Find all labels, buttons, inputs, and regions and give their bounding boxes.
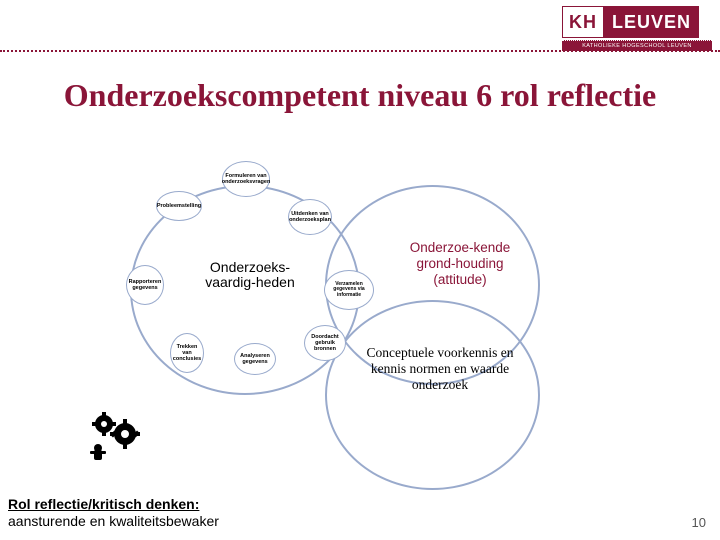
slide-number: 10 [692, 515, 706, 530]
skills-label: Onderzoeks-vaardig-heden [185, 260, 315, 291]
khleuven-logo: KH LEUVEN KATHOLIEKE HOGESCHOOL LEUVEN [562, 6, 712, 51]
node-doordacht: Doordacht gebruik bronnen [304, 325, 346, 361]
node-formuleren: Formuleren van onderzoeksvragen [222, 161, 270, 197]
caption-rest: aansturende en kwaliteitsbewaker [8, 513, 219, 529]
caption-bold: Rol reflectie/kritisch denken: [8, 496, 199, 512]
header-divider [0, 50, 720, 52]
page-title: Onderzoekscompetent niveau 6 rol reflect… [0, 78, 720, 113]
attitude-label: Onderzoe-kende grond-houding (attitude) [390, 240, 530, 289]
node-verzamelen: Verzamelen gegevens via informatie [324, 270, 374, 310]
node-trekken: Trekken van conclusies [170, 333, 204, 373]
logo-leuven: LEUVEN [604, 6, 699, 38]
gears-figure-icon [88, 410, 148, 462]
caption-reflection-role: Rol reflectie/kritisch denken: aansturen… [8, 496, 258, 530]
node-uitdenken: Uitdenken van onderzoeksplan [288, 199, 332, 235]
node-analyseren: Analyseren gegevens [234, 343, 276, 375]
logo-kh: KH [562, 6, 604, 38]
node-probleemstelling: Probleemstelling [156, 191, 202, 221]
knowledge-circle [325, 300, 540, 490]
competence-diagram: Onderzoeks-vaardig-heden Onderzoe-kende … [130, 165, 570, 445]
node-rapporteren: Rapporteren gegevens [126, 265, 164, 305]
knowledge-label: Conceptuele voorkennis en kennis normen … [365, 345, 515, 394]
